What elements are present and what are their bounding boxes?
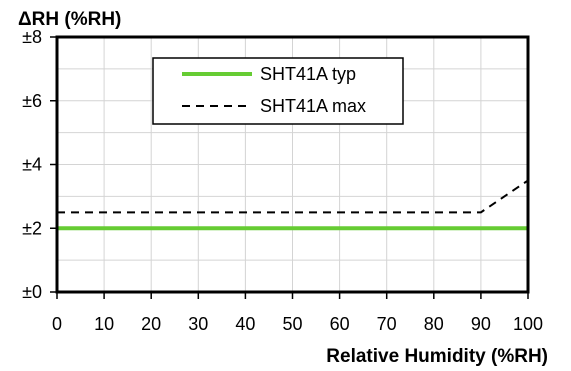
x-axis-ticks: 0 10 20 30 40 50 60 70 80 90 100 — [52, 292, 543, 334]
x-tick-label: 20 — [141, 314, 161, 334]
x-tick-label: 50 — [282, 314, 302, 334]
y-axis-ticks: ±0 ±2 ±4 ±6 ±8 — [22, 27, 57, 302]
legend: SHT41A typ SHT41A max — [152, 57, 404, 125]
y-tick-label: ±4 — [22, 155, 42, 175]
x-tick-label: 60 — [330, 314, 350, 334]
y-tick-label: ±0 — [22, 282, 42, 302]
x-tick-label: 100 — [513, 314, 543, 334]
x-axis-label: Relative Humidity (%RH) — [326, 346, 548, 367]
legend-label-typ: SHT41A typ — [260, 64, 356, 84]
x-tick-label: 30 — [188, 314, 208, 334]
x-tick-label: 90 — [471, 314, 491, 334]
x-tick-label: 0 — [52, 314, 62, 334]
y-tick-label: ±2 — [22, 218, 42, 238]
x-tick-label: 10 — [94, 314, 114, 334]
legend-box — [152, 57, 404, 125]
legend-label-max: SHT41A max — [260, 96, 366, 116]
x-tick-label: 80 — [424, 314, 444, 334]
series-line-max — [57, 179, 529, 214]
y-tick-label: ±6 — [22, 91, 42, 111]
y-axis-label: ΔRH (%RH) — [18, 9, 121, 30]
y-tick-label: ±8 — [22, 27, 42, 47]
series-layer — [57, 179, 529, 231]
x-tick-label: 70 — [377, 314, 397, 334]
x-tick-label: 40 — [235, 314, 255, 334]
